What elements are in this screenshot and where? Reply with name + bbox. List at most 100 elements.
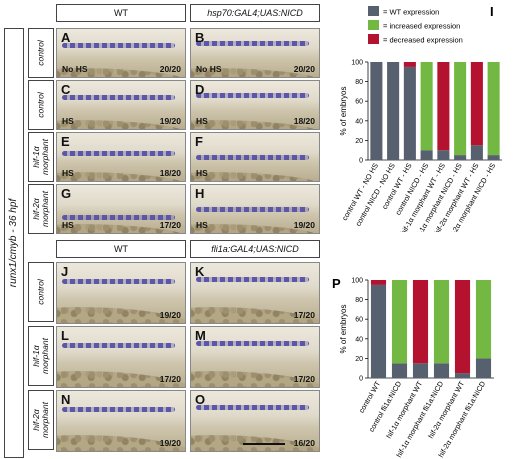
row-label-bottom-0: control	[28, 262, 54, 322]
stain-signal	[196, 405, 309, 410]
y-tick-label: 60	[355, 99, 363, 106]
embryo-count: 17/20	[159, 220, 181, 230]
panel-F: F HS	[190, 132, 320, 182]
yolk-tissue	[57, 224, 185, 233]
bar-segment-wt-expression	[412, 363, 429, 378]
panel-M: M 17/20	[190, 326, 320, 388]
stain-signal	[62, 407, 175, 412]
heat-shock-label: HS	[196, 168, 208, 178]
side-label: runx1/cmyb - 36 hpf	[7, 198, 19, 288]
panel-C: C HS 19/20	[56, 80, 186, 130]
stain-signal	[62, 279, 175, 284]
stain-signal	[196, 207, 309, 212]
panel-letter: K	[195, 264, 205, 279]
bar-segment-wt-expression	[370, 62, 383, 160]
chart-I: I = WT expression = increased expression = …	[339, 4, 502, 232]
panel-J: J 19/20	[56, 262, 186, 324]
stain-signal	[62, 343, 175, 348]
embryo-count: 17/20	[293, 374, 315, 384]
panel-letter: G	[61, 186, 72, 201]
y-axis-label: % of embryos	[339, 305, 348, 354]
row-label-top-3: hif-2α morphant	[28, 184, 54, 234]
panel-letter: A	[61, 30, 71, 45]
y-tick-label: 40	[355, 336, 363, 343]
panel-letter: L	[61, 328, 69, 343]
panel-letter: J	[61, 264, 69, 279]
heat-shock-label: No HS	[62, 64, 88, 74]
bottom-header-right: fli1a:GAL4;UAS:NICD	[190, 240, 320, 258]
bar-segment-decreased-expression	[470, 62, 483, 146]
panel-letter: O	[195, 392, 206, 407]
bar-segment-wt-expression	[370, 284, 387, 378]
yolk-tissue	[57, 68, 185, 77]
scale-bar	[243, 443, 285, 445]
legend-label: = increased expression	[383, 22, 460, 31]
panel-letter: D	[195, 82, 205, 97]
panel-O: O 16/20	[190, 390, 320, 452]
yolk-tissue	[191, 120, 319, 129]
bar-segment-increased-expression	[433, 280, 450, 364]
panel-B: B No HS 20/20	[190, 28, 320, 78]
panel-D: D HS 18/20	[190, 80, 320, 130]
heat-shock-label: No HS	[196, 64, 222, 74]
panel-letter: B	[195, 30, 205, 45]
chart-panel-letter: I	[490, 4, 494, 19]
legend-swatch	[368, 6, 379, 16]
bar-segment-wt-expression	[391, 363, 408, 378]
y-tick-label: 80	[355, 79, 363, 86]
panel-letter: F	[195, 134, 203, 149]
y-tick-label: 20	[355, 138, 363, 145]
embryo-count: 20/20	[293, 64, 315, 74]
y-tick-label: 0	[359, 376, 363, 383]
embryo-count: 16/20	[293, 438, 315, 448]
panel-letter: N	[61, 392, 71, 407]
panel-E: E HS 18/20	[56, 132, 186, 182]
stain-signal	[196, 93, 309, 98]
y-tick-label: 100	[351, 278, 363, 285]
panel-K: K 17/20	[190, 262, 320, 324]
heat-shock-label: HS	[62, 220, 74, 230]
y-tick-label: 100	[351, 60, 363, 67]
bar-segment-decreased-expression	[412, 280, 429, 364]
bar-segment-decreased-expression	[403, 62, 416, 67]
panel-letter: H	[195, 186, 205, 201]
bar-segment-increased-expression	[475, 280, 492, 359]
bar-segment-increased-expression	[487, 62, 500, 156]
embryo-count: 19/20	[159, 438, 181, 448]
row-label-bottom-2: hif-2α morphant	[28, 390, 54, 450]
y-tick-label: 60	[355, 317, 363, 324]
embryo-count: 17/20	[293, 310, 315, 320]
y-tick-label: 40	[355, 118, 363, 125]
bar-segment-increased-expression	[454, 62, 467, 156]
row-label-bottom-1: hif-1α morphant	[28, 326, 54, 386]
yolk-tissue	[57, 120, 185, 129]
panel-N: N 19/20	[56, 390, 186, 452]
bar-segment-wt-expression	[487, 155, 500, 160]
heat-shock-label: HS	[62, 168, 74, 178]
embryo-count: 20/20	[159, 64, 181, 74]
panel-H: H HS 19/20	[190, 184, 320, 234]
embryo-count: 19/20	[293, 220, 315, 230]
bar-segment-decreased-expression	[370, 280, 387, 285]
stain-signal	[196, 41, 309, 46]
stain-signal	[196, 277, 309, 282]
heat-shock-label: HS	[62, 116, 74, 126]
bar-segment-decreased-expression	[454, 280, 471, 374]
heat-shock-label: HS	[196, 116, 208, 126]
bar-segment-increased-expression	[420, 62, 433, 151]
stain-signal	[196, 155, 309, 160]
bar-segment-wt-expression	[454, 373, 471, 378]
bar-segment-wt-expression	[437, 150, 450, 160]
embryo-count: 17/20	[159, 374, 181, 384]
panel-letter: E	[61, 134, 70, 149]
stain-signal	[196, 341, 309, 346]
embryo-count: 18/20	[159, 168, 181, 178]
bar-segment-increased-expression	[391, 280, 408, 364]
top-header-left: WT	[56, 4, 186, 22]
row-label-top-0: control	[28, 28, 54, 78]
legend-swatch	[368, 34, 379, 44]
yolk-tissue	[191, 172, 319, 181]
panel-letter: M	[195, 328, 206, 343]
panel-A: A No HS 20/20	[56, 28, 186, 78]
